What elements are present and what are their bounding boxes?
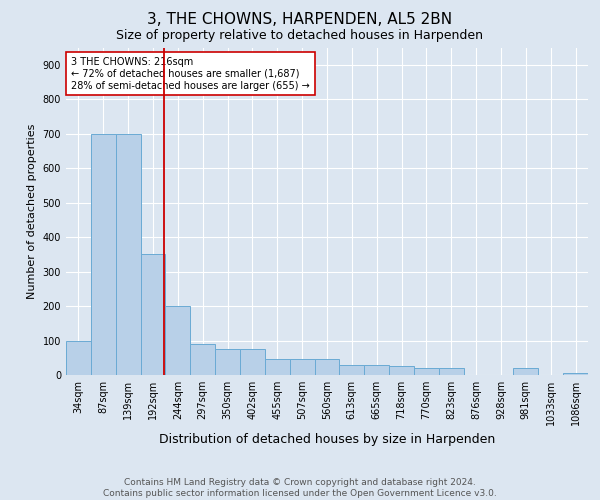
Y-axis label: Number of detached properties: Number of detached properties <box>27 124 37 299</box>
Bar <box>116 134 140 375</box>
Bar <box>91 134 116 375</box>
Bar <box>314 360 340 375</box>
Bar <box>190 344 215 375</box>
Bar <box>364 364 389 375</box>
Text: Contains HM Land Registry data © Crown copyright and database right 2024.
Contai: Contains HM Land Registry data © Crown c… <box>103 478 497 498</box>
Bar <box>563 374 588 375</box>
Bar <box>215 349 240 375</box>
Text: Size of property relative to detached houses in Harpenden: Size of property relative to detached ho… <box>116 29 484 42</box>
Bar <box>265 360 290 375</box>
Bar <box>166 306 190 375</box>
Bar <box>439 368 464 375</box>
Text: 3, THE CHOWNS, HARPENDEN, AL5 2BN: 3, THE CHOWNS, HARPENDEN, AL5 2BN <box>148 12 452 28</box>
Bar <box>290 360 314 375</box>
Bar <box>66 340 91 375</box>
Bar <box>340 364 364 375</box>
X-axis label: Distribution of detached houses by size in Harpenden: Distribution of detached houses by size … <box>159 434 495 446</box>
Bar <box>240 349 265 375</box>
Text: 3 THE CHOWNS: 216sqm
← 72% of detached houses are smaller (1,687)
28% of semi-de: 3 THE CHOWNS: 216sqm ← 72% of detached h… <box>71 58 310 90</box>
Bar <box>140 254 166 375</box>
Bar <box>389 366 414 375</box>
Bar <box>514 368 538 375</box>
Bar <box>414 368 439 375</box>
